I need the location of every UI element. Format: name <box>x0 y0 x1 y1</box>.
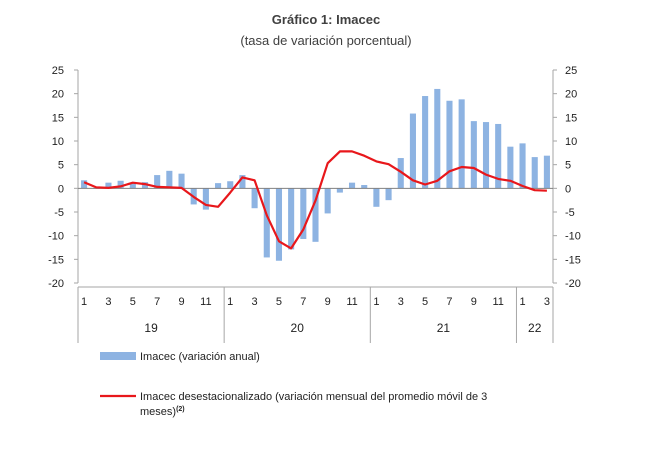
right-y-axis: 25 20 15 10 5 0 -5 -10 -15 -20 <box>552 65 581 290</box>
bar <box>117 180 124 189</box>
bar <box>251 188 258 209</box>
left-tick-label: -10 <box>48 231 64 243</box>
right-tick-label: 25 <box>565 65 577 77</box>
left-tick-label: 5 <box>58 160 64 172</box>
bar <box>166 170 173 189</box>
x-tick-label: 7 <box>446 296 452 308</box>
x-tick-label: 3 <box>105 296 111 308</box>
left-tick-label: -15 <box>48 254 64 266</box>
x-tick-label: 11 <box>346 296 357 308</box>
bar <box>154 175 161 189</box>
legend-bar-label: Imacec (variación anual) <box>140 351 260 363</box>
bar <box>470 121 477 189</box>
bar <box>141 182 149 189</box>
left-tick-label: -20 <box>48 278 64 290</box>
bar <box>129 183 136 189</box>
legend: Imacec (variación anual) Imacec desestac… <box>100 351 487 418</box>
chart-title: Gráfico 1: Imacec <box>272 12 380 27</box>
legend-line-superscript: (2) <box>176 406 185 413</box>
bar <box>397 158 404 189</box>
left-y-axis: 25 20 15 10 5 0 -5 -10 -15 -20 <box>48 65 79 290</box>
bar <box>227 181 234 189</box>
x-year-label: 22 <box>528 321 542 335</box>
x-tick-label: 9 <box>325 296 331 308</box>
x-year-label: 21 <box>437 321 451 335</box>
x-tick-label: 1 <box>373 296 379 308</box>
x-tick-label: 3 <box>398 296 404 308</box>
x-tick-label: 11 <box>492 296 503 308</box>
bar <box>422 96 429 189</box>
x-tick-label: 9 <box>178 296 184 308</box>
left-tick-label: 25 <box>52 65 64 77</box>
bar <box>312 188 319 242</box>
bar <box>409 113 416 189</box>
right-tick-label: 20 <box>565 89 577 101</box>
right-tick-label: -10 <box>565 231 581 243</box>
right-tick-label: -15 <box>565 254 581 266</box>
left-tick-label: 0 <box>58 183 64 195</box>
bar <box>495 123 502 189</box>
bar <box>275 188 283 261</box>
legend-line-label-cont: meses)(2) <box>140 406 185 418</box>
bar <box>239 175 246 189</box>
x-axis: 1 3 5 7 9 11 1 3 5 7 9 11 1 3 5 7 9 11 1 319 20 21 22 <box>77 286 554 343</box>
x-tick-label: 11 <box>200 296 211 308</box>
bar <box>336 188 343 193</box>
left-tick-label: 15 <box>52 112 64 124</box>
left-tick-label: 20 <box>52 89 64 101</box>
bar <box>385 188 392 201</box>
x-tick-label: 5 <box>422 296 428 308</box>
right-tick-label: -5 <box>565 207 575 219</box>
bar <box>300 188 307 239</box>
bar <box>373 188 380 207</box>
x-tick-label: 5 <box>276 296 282 308</box>
right-tick-label: 15 <box>565 112 577 124</box>
bar <box>434 88 441 189</box>
bar <box>458 99 465 189</box>
x-tick-label: 5 <box>130 296 136 308</box>
x-tick-label: 7 <box>154 296 160 308</box>
x-tick-label: 3 <box>252 296 258 308</box>
bar <box>519 143 526 189</box>
bar <box>105 182 112 189</box>
right-tick-label: 5 <box>565 160 571 172</box>
bar <box>324 188 331 214</box>
bar <box>507 146 514 189</box>
legend-bar-swatch <box>100 352 136 360</box>
bar <box>215 183 222 189</box>
x-tick-label: 9 <box>471 296 477 308</box>
left-tick-label: -5 <box>54 207 64 219</box>
right-tick-label: -20 <box>565 278 581 290</box>
chart-subtitle: (tasa de variación porcentual) <box>240 33 411 48</box>
line-series <box>83 150 547 250</box>
x-tick-label: 1 <box>227 296 233 308</box>
bar <box>288 188 295 250</box>
x-year-label: 19 <box>144 321 158 335</box>
bar-series <box>81 88 550 261</box>
x-tick-label: 3 <box>544 296 550 308</box>
bar <box>531 157 538 189</box>
x-tick-label: 1 <box>81 296 87 308</box>
x-tick-label: 1 <box>519 296 525 308</box>
right-tick-label: 10 <box>565 136 577 148</box>
bar <box>202 188 209 210</box>
bar <box>178 173 185 189</box>
x-year-label: 20 <box>291 321 305 335</box>
bar <box>446 100 453 189</box>
bar <box>482 122 490 189</box>
x-tick-label: 7 <box>300 296 306 308</box>
legend-line-label: Imacec desestacionalizado (variación men… <box>140 391 487 403</box>
bar <box>81 180 88 189</box>
bar <box>361 185 368 189</box>
bar <box>543 155 550 189</box>
right-tick-label: 0 <box>565 183 571 195</box>
legend-line-label-2: meses) <box>140 406 176 418</box>
bar <box>263 188 270 258</box>
left-tick-label: 10 <box>52 136 64 148</box>
bar <box>348 182 356 189</box>
